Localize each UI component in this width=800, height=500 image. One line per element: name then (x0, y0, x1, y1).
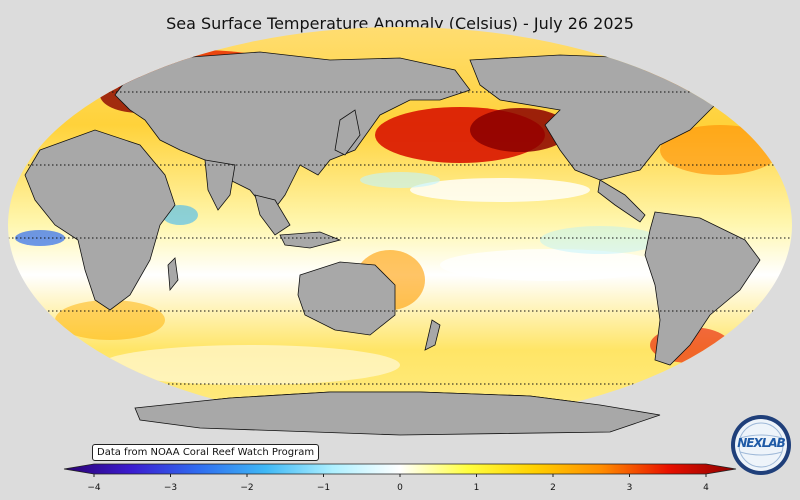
colorbar-ticks (93, 474, 707, 477)
colorbar-tick-label: 2 (550, 483, 556, 493)
colorbar-tick-label: −1 (316, 483, 331, 493)
colorbar-tick-label: −2 (240, 483, 254, 493)
logo-globe-icon (731, 415, 791, 475)
colorbar-tick-label: 0 (397, 483, 403, 493)
colorbar (63, 463, 737, 477)
colorbar-bar (63, 463, 737, 475)
antarctica-shape (134, 391, 661, 436)
colorbar-tick-label: 4 (703, 483, 709, 493)
data-credit-label: Data from NOAA Coral Reef Watch Program (92, 444, 320, 461)
colorbar-tick-label: −3 (163, 483, 178, 493)
colorbar-tick-label: −4 (87, 483, 101, 493)
colorbar-tick-label: 3 (626, 483, 633, 493)
colorbar-tick-label: 1 (473, 483, 480, 493)
logo-text: NEXLAB (737, 436, 786, 450)
map-title: Sea Surface Temperature Anomaly (Celsius… (166, 14, 634, 33)
nexlab-logo: NEXLAB (730, 414, 792, 476)
